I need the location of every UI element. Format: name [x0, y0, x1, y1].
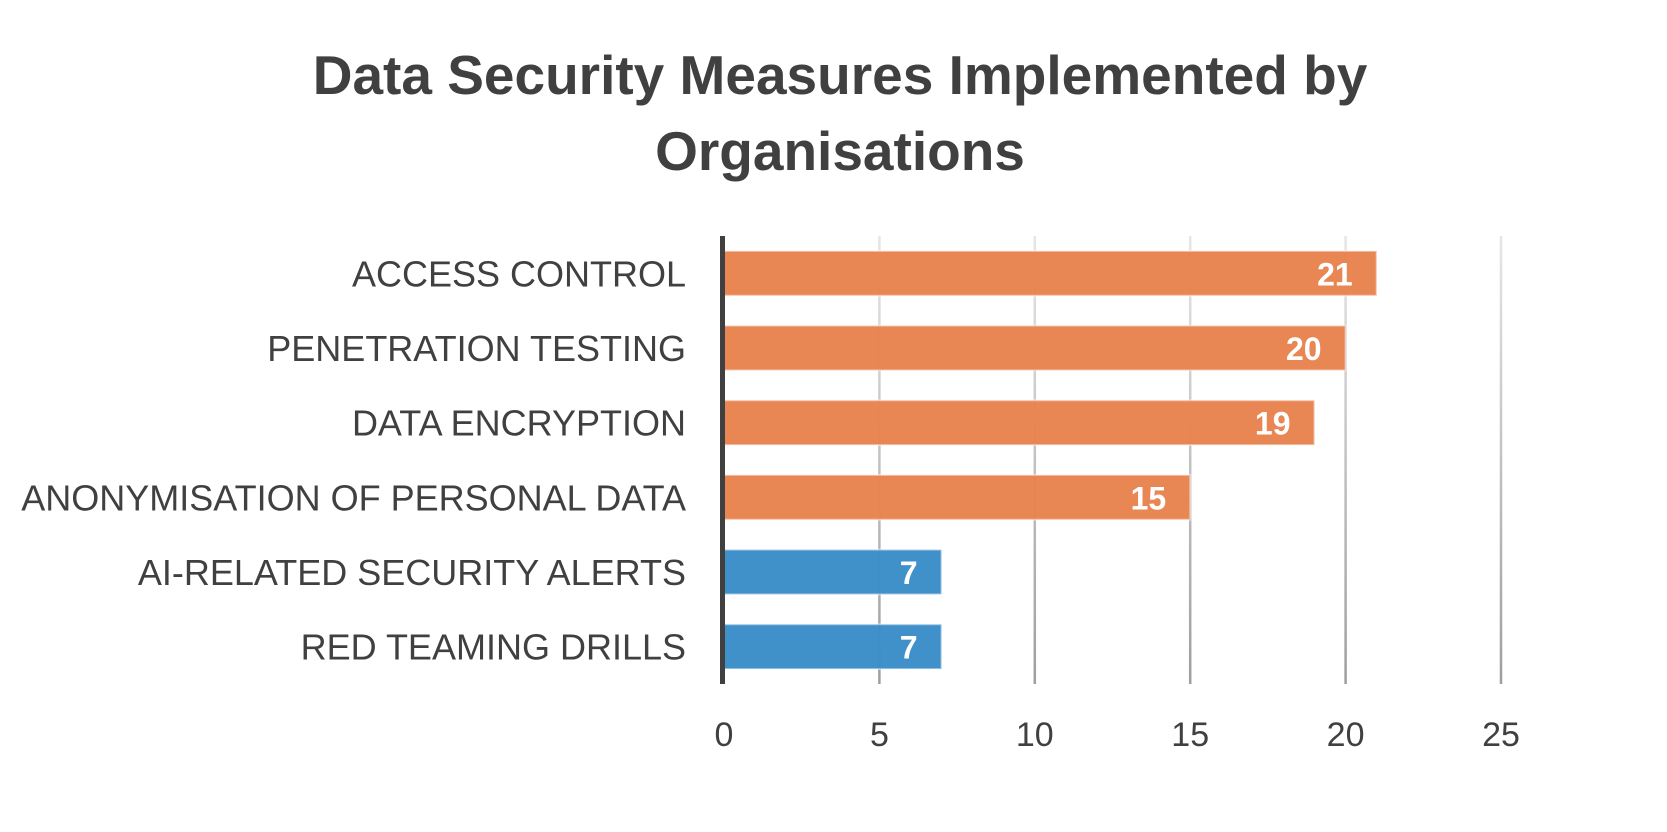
x-tick-label: 25: [1482, 716, 1520, 754]
data-label: 7: [900, 555, 918, 591]
data-label: 21: [1317, 256, 1353, 292]
category-label: ANONYMISATION OF PERSONAL DATA: [21, 477, 686, 518]
gridlines: [878, 236, 1503, 684]
gridline: [1033, 236, 1037, 684]
gridline: [878, 236, 881, 684]
category-label: RED TEAMING DRILLS: [301, 627, 686, 668]
data-labels: 21 20 19 15 7 7: [900, 256, 1353, 665]
bar: [723, 623, 943, 671]
x-tick-labels: 0 5 10 15 20 25: [715, 716, 1520, 754]
gridline: [1188, 236, 1192, 684]
category-label: PENETRATION TESTING: [267, 328, 686, 369]
category-label: DATA ENCRYPTION: [352, 403, 686, 444]
category-label: ACCESS CONTROL: [352, 253, 686, 294]
gridline: [1344, 236, 1347, 684]
chart-title-line-1: Data Security Measures Implemented by: [313, 44, 1368, 106]
x-tick-label: 15: [1171, 716, 1209, 754]
chart-title-line-2: Organisations: [655, 120, 1025, 182]
bar: [723, 473, 1192, 521]
x-tick-label: 5: [870, 716, 889, 754]
y-axis-line: [720, 236, 725, 684]
bar: [723, 249, 1378, 297]
x-tick-label: 10: [1016, 716, 1054, 754]
data-label: 7: [900, 630, 918, 666]
category-labels: ACCESS CONTROL PENETRATION TESTING DATA EN…: [21, 253, 686, 667]
x-tick-label: 20: [1327, 716, 1365, 754]
y-axis: [720, 236, 725, 684]
x-tick-label: 0: [715, 716, 734, 754]
bars: [723, 249, 1378, 671]
data-label: 19: [1255, 406, 1291, 442]
bar: [723, 399, 1316, 447]
chart-title: Data Security Measures Implemented by Or…: [313, 44, 1368, 182]
data-label: 20: [1286, 331, 1322, 367]
gridline: [1499, 236, 1503, 684]
bar: [723, 324, 1347, 372]
data-label: 15: [1131, 480, 1167, 516]
category-label: AI-RELATED SECURITY ALERTS: [138, 552, 686, 593]
